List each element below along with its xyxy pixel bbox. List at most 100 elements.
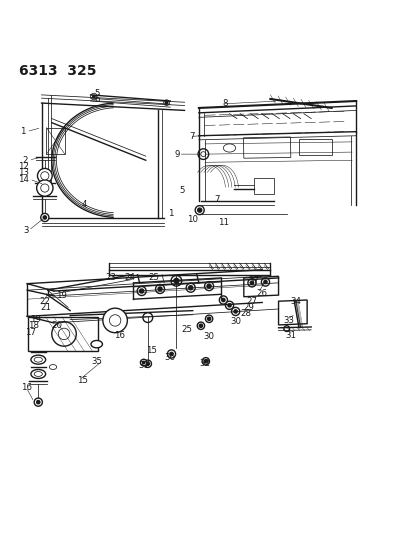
Text: 33: 33 <box>283 316 294 325</box>
Text: 19: 19 <box>30 315 41 324</box>
Circle shape <box>163 100 169 106</box>
Circle shape <box>36 180 53 196</box>
Text: 15: 15 <box>146 346 157 355</box>
Circle shape <box>157 287 162 291</box>
Circle shape <box>283 326 289 332</box>
Circle shape <box>37 168 52 183</box>
Text: 8: 8 <box>222 99 228 108</box>
Ellipse shape <box>34 372 42 376</box>
Circle shape <box>199 324 202 327</box>
Text: 18: 18 <box>28 321 39 330</box>
Text: 25: 25 <box>148 273 159 282</box>
Circle shape <box>221 298 225 302</box>
Circle shape <box>139 289 144 293</box>
Text: 5: 5 <box>179 187 185 196</box>
Circle shape <box>167 350 175 358</box>
Text: 27: 27 <box>246 297 257 306</box>
Text: 28: 28 <box>240 309 251 318</box>
Text: 31: 31 <box>138 361 149 370</box>
Circle shape <box>225 301 233 309</box>
Text: 10: 10 <box>187 215 198 224</box>
Text: 31: 31 <box>285 332 296 341</box>
Circle shape <box>142 361 144 364</box>
Text: 14: 14 <box>18 174 29 183</box>
Circle shape <box>143 313 152 322</box>
Circle shape <box>140 359 146 366</box>
Text: 30: 30 <box>203 332 214 341</box>
Text: 30: 30 <box>229 317 240 326</box>
Circle shape <box>207 317 210 320</box>
Text: 13: 13 <box>18 168 29 177</box>
Text: 16: 16 <box>20 383 31 392</box>
Circle shape <box>155 285 164 294</box>
Circle shape <box>234 310 237 313</box>
Text: 17: 17 <box>25 328 36 337</box>
Text: 20: 20 <box>52 321 63 330</box>
Circle shape <box>195 206 204 215</box>
Circle shape <box>247 279 256 287</box>
Circle shape <box>36 400 40 404</box>
Circle shape <box>103 308 127 333</box>
Circle shape <box>205 315 212 322</box>
Text: 34: 34 <box>290 297 301 306</box>
Text: 7: 7 <box>189 132 194 141</box>
Circle shape <box>146 362 149 366</box>
Circle shape <box>261 278 269 286</box>
Text: 1: 1 <box>167 209 173 218</box>
Circle shape <box>197 208 201 212</box>
Text: 5: 5 <box>94 89 99 98</box>
Bar <box>28 317 98 351</box>
Ellipse shape <box>34 357 42 362</box>
Circle shape <box>137 287 146 295</box>
Bar <box>298 140 331 155</box>
Circle shape <box>34 398 42 406</box>
Circle shape <box>207 284 211 288</box>
Text: 29: 29 <box>243 303 254 312</box>
Circle shape <box>186 283 195 292</box>
Text: 37: 37 <box>248 276 259 285</box>
Text: 25: 25 <box>181 325 192 334</box>
Circle shape <box>197 322 204 329</box>
Text: 12: 12 <box>18 162 29 171</box>
Circle shape <box>171 276 181 286</box>
Circle shape <box>109 314 121 326</box>
Text: 21: 21 <box>40 303 51 312</box>
Text: 3: 3 <box>24 226 29 235</box>
Text: 26: 26 <box>255 288 266 297</box>
Circle shape <box>250 281 253 285</box>
Ellipse shape <box>49 365 56 369</box>
Ellipse shape <box>31 369 45 378</box>
Text: 35: 35 <box>91 357 102 366</box>
Text: 19: 19 <box>56 290 66 300</box>
Circle shape <box>40 184 49 192</box>
Circle shape <box>92 95 95 98</box>
Bar <box>243 137 290 158</box>
Circle shape <box>169 352 173 356</box>
Circle shape <box>200 152 205 157</box>
Text: 16: 16 <box>113 332 124 341</box>
Circle shape <box>227 304 231 307</box>
Text: 1: 1 <box>20 127 26 136</box>
Text: 22: 22 <box>39 297 50 306</box>
Text: 9: 9 <box>174 150 180 159</box>
Text: 24: 24 <box>124 273 135 282</box>
Text: 32: 32 <box>199 359 210 368</box>
Circle shape <box>40 172 49 180</box>
Text: 15: 15 <box>77 376 88 385</box>
Text: 36: 36 <box>164 353 175 362</box>
Text: 4: 4 <box>81 200 87 209</box>
Circle shape <box>58 328 70 340</box>
Text: 2: 2 <box>22 156 28 165</box>
Circle shape <box>204 281 213 290</box>
Circle shape <box>40 213 49 222</box>
Ellipse shape <box>31 355 45 364</box>
Circle shape <box>173 278 178 283</box>
Circle shape <box>188 286 192 290</box>
Text: 6313  325: 6313 325 <box>19 64 97 78</box>
Text: 11: 11 <box>217 218 228 227</box>
Circle shape <box>165 101 167 104</box>
Text: 6: 6 <box>94 95 99 104</box>
Circle shape <box>90 93 97 100</box>
Circle shape <box>202 358 209 365</box>
Circle shape <box>204 360 207 363</box>
